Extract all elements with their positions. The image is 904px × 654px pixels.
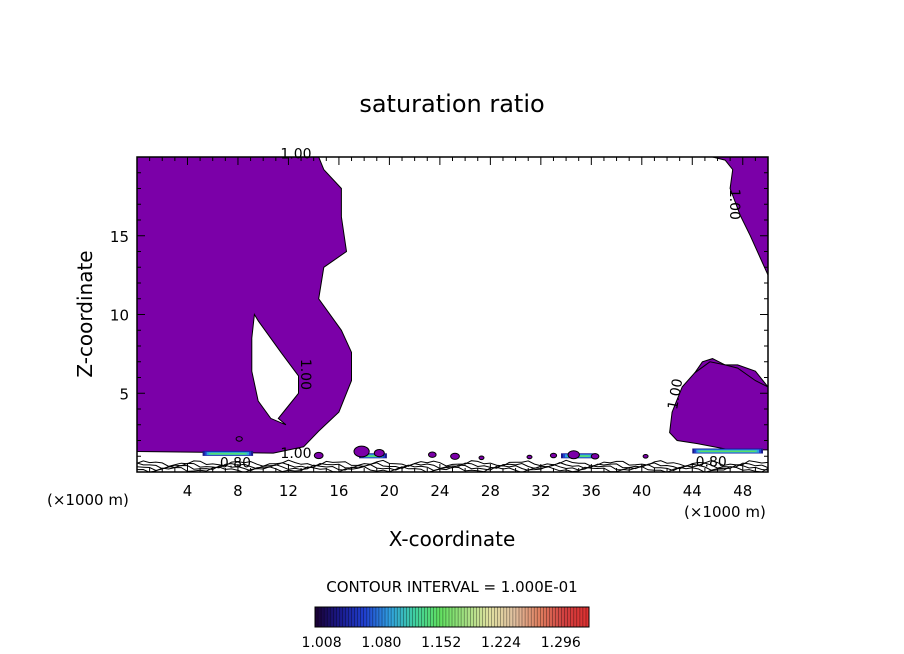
x-tick-label: 40 — [632, 482, 651, 500]
surface-contour-0 — [137, 459, 768, 468]
colorbar-tick-label: 1.296 — [541, 635, 581, 651]
contour-label: 1.00 — [726, 189, 742, 220]
x-tick-label: 20 — [380, 482, 399, 500]
x-tick-label: 28 — [481, 482, 500, 500]
surface-contour-1 — [137, 462, 768, 470]
band-spot-1-4 — [700, 450, 755, 452]
contour-label: 1.00 — [280, 147, 311, 163]
colorbar-ticks: 1.008 1.080 1.152 1.224 1.296 — [302, 635, 581, 651]
contour-label: 1.00 — [665, 377, 686, 410]
colorbar-tick-label: 1.152 — [421, 635, 461, 651]
region-left — [137, 157, 352, 454]
x-tick-label: 8 — [233, 482, 243, 500]
band-spot-2-4 — [367, 455, 379, 457]
region-right-lower — [669, 361, 768, 451]
colorbar-stripes — [317, 607, 587, 627]
x-tick-label: 44 — [683, 482, 702, 500]
contour-field — [137, 157, 768, 472]
x-tick-label: 12 — [279, 482, 298, 500]
region-left-hole — [251, 312, 299, 426]
x-tick-label: 24 — [430, 482, 449, 500]
y-tick-label: 5 — [119, 385, 129, 403]
x-tick-label: 36 — [582, 482, 601, 500]
contour-label: 0.80 — [220, 455, 251, 471]
y-tick-label: 10 — [110, 307, 129, 325]
colorbar-tick-label: 1.080 — [361, 635, 401, 651]
blob-11 — [235, 436, 243, 442]
blob-1 — [373, 449, 385, 458]
colorbar-tick-label: 1.224 — [481, 635, 521, 651]
x-axis-ticks: 4 8 12 16 20 24 28 32 36 40 44 48 — [149, 157, 756, 500]
blob-7 — [567, 450, 580, 460]
blob-0 — [353, 445, 370, 458]
contour-interval: CONTOUR INTERVAL = 1.000E-01 — [326, 578, 577, 596]
blob-10 — [313, 451, 324, 460]
y-axis-label: Z-coordinate — [73, 250, 97, 377]
y-tick-label: 15 — [110, 228, 129, 246]
colorbar: 1.008 1.080 1.152 1.224 1.296 — [302, 606, 590, 651]
blob-4 — [478, 455, 485, 461]
y-axis-ticks: 5 10 15 — [110, 172, 768, 457]
blob-3 — [450, 452, 460, 460]
band-spot-0-4 — [210, 453, 246, 455]
blob-5 — [526, 454, 533, 460]
blob-2 — [428, 451, 437, 458]
contour-label: 1.00 — [280, 446, 311, 462]
x-unit-left: (×1000 m) — [47, 491, 129, 509]
contour-label: 1.00 — [297, 359, 313, 390]
contour-label: 0.80 — [696, 455, 727, 471]
chart-title: saturation ratio — [359, 90, 544, 118]
x-unit-right: (×1000 m) — [684, 503, 766, 521]
x-tick-label: 4 — [183, 482, 193, 500]
contour-labels: 1.00 1.00 1.00 1.00 1.00 0.80 0.80 — [220, 147, 742, 472]
x-tick-label: 48 — [733, 482, 752, 500]
x-tick-label: 16 — [329, 482, 348, 500]
x-tick-label: 32 — [531, 482, 550, 500]
blob-8 — [590, 453, 600, 460]
colorbar-tick-label: 1.008 — [302, 635, 342, 651]
surface-contour-2 — [137, 463, 768, 472]
blob-6 — [549, 452, 558, 459]
blob-9 — [642, 454, 649, 459]
x-axis-label: X-coordinate — [389, 527, 516, 551]
